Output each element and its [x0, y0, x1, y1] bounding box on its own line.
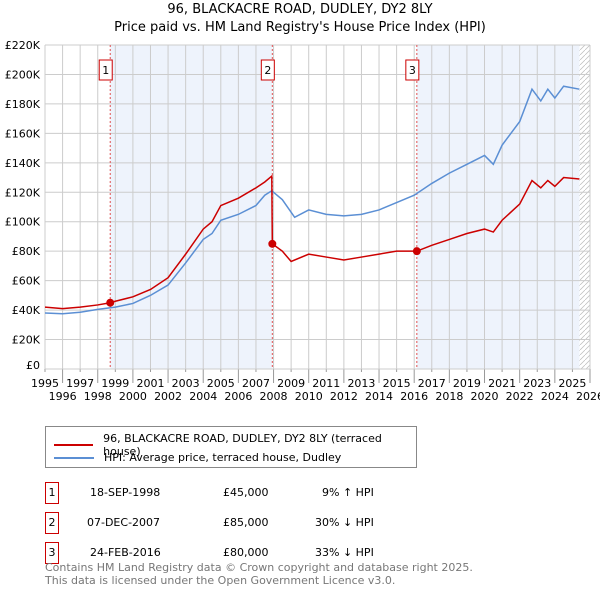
y-tick-label: £160K: [5, 127, 41, 140]
y-tick-label: £40K: [12, 304, 41, 317]
shaded-period: [110, 45, 273, 369]
x-tick-label: 1999: [101, 377, 129, 390]
sale-hpi-diff: 33% ↓ HPI: [315, 546, 374, 559]
x-tick-label: 2008: [260, 390, 288, 403]
x-tick-label: 2019: [453, 377, 481, 390]
sale-hpi-diff: 9% ↑ HPI: [322, 486, 374, 499]
legend-label-hpi: HPI: Average price, terraced house, Dudl…: [104, 451, 342, 464]
x-tick-label: 1998: [84, 390, 112, 403]
hpi-line: [44, 85, 580, 315]
y-tick-label: £60K: [12, 275, 41, 288]
legend: 96, BLACKACRE ROAD, DUDLEY, DY2 8LY (ter…: [45, 426, 417, 468]
sale-marker-label: 3: [409, 64, 416, 77]
sale-marker-label: 2: [45, 512, 59, 534]
x-tick-label: 2020: [471, 390, 499, 403]
x-tick-label: 2006: [224, 390, 252, 403]
legend-swatch-property: [54, 444, 94, 446]
x-tick-label: 2003: [172, 377, 200, 390]
chart-subtitle: Price paid vs. HM Land Registry's House …: [114, 20, 486, 35]
y-tick-label: £220K: [5, 39, 41, 52]
x-tick-label: 1997: [66, 377, 94, 390]
sale-point: [106, 298, 115, 307]
sale-marker-label: 1: [45, 482, 59, 504]
y-tick-label: £120K: [5, 186, 41, 199]
y-tick-label: £20K: [12, 334, 41, 347]
x-tick-label: 2005: [207, 377, 235, 390]
x-tick-label: 2026: [576, 390, 600, 403]
sale-hpi-diff: 30% ↓ HPI: [315, 516, 374, 529]
y-tick-label: £80K: [12, 245, 41, 258]
x-tick-label: 2023: [523, 377, 551, 390]
x-tick-label: 2025: [558, 377, 586, 390]
sale-row: 2 07-DEC-2007 £85,000 30% ↓ HPI: [45, 512, 445, 534]
x-tick-label: 2013: [347, 377, 375, 390]
x-tick-label: 2014: [365, 390, 393, 403]
sale-marker-box: [260, 59, 275, 81]
sale-point: [412, 247, 421, 256]
sale-marker-box: [98, 59, 113, 81]
y-tick-label: £100K: [5, 216, 41, 229]
sale-date: 18-SEP-1998: [90, 486, 161, 499]
future-hatch: [579, 45, 590, 369]
x-tick-label: 2007: [242, 377, 270, 390]
x-tick-label: 2002: [154, 390, 182, 403]
sale-marker-label: 2: [264, 64, 271, 77]
sale-marker-label: 3: [45, 542, 59, 564]
legend-label-property: 96, BLACKACRE ROAD, DUDLEY, DY2 8LY (ter…: [103, 432, 382, 458]
x-tick-label: 2001: [136, 377, 164, 390]
footer: Contains HM Land Registry data © Crown c…: [45, 561, 473, 587]
y-tick-label: £0: [26, 359, 40, 372]
sale-marker-label: 1: [102, 64, 109, 77]
x-tick-label: 2000: [119, 390, 147, 403]
footer-line-1: Contains HM Land Registry data © Crown c…: [45, 561, 473, 574]
sale-row: 3 24-FEB-2016 £80,000 33% ↓ HPI: [45, 542, 445, 564]
sale-point: [268, 239, 277, 248]
x-tick-label: 2016: [400, 390, 428, 403]
legend-swatch-hpi: [54, 456, 94, 459]
x-tick-label: 1996: [49, 390, 77, 403]
x-tick-label: 2010: [295, 390, 323, 403]
x-tick-label: 2015: [383, 377, 411, 390]
sale-price: £45,000: [223, 486, 269, 499]
x-tick-label: 2024: [541, 390, 569, 403]
sale-marker-box: [405, 59, 420, 81]
x-tick-label: 2009: [277, 377, 305, 390]
sale-price: £80,000: [223, 546, 269, 559]
x-tick-label: 2012: [330, 390, 358, 403]
property-price-line: [44, 174, 580, 310]
x-tick-label: 1995: [31, 377, 59, 390]
y-tick-label: £140K: [5, 157, 41, 170]
x-tick-label: 2017: [418, 377, 446, 390]
x-tick-label: 2021: [488, 377, 516, 390]
x-tick-label: 2022: [506, 390, 534, 403]
chart-title: 96, BLACKACRE ROAD, DUDLEY, DY2 8LY: [167, 2, 433, 17]
y-tick-label: £200K: [5, 68, 41, 81]
sale-price: £85,000: [223, 516, 269, 529]
sale-row: 1 18-SEP-1998 £45,000 9% ↑ HPI: [45, 482, 445, 504]
sale-date: 07-DEC-2007: [87, 516, 161, 529]
x-tick-label: 2004: [189, 390, 217, 403]
footer-line-2: This data is licensed under the Open Gov…: [45, 574, 396, 587]
plot-area: 1995199619971998199920002001200220032004…: [5, 39, 600, 403]
y-tick-label: £180K: [5, 98, 41, 111]
x-tick-label: 2018: [435, 390, 463, 403]
shaded-period: [416, 45, 580, 369]
sale-date: 24-FEB-2016: [90, 546, 161, 559]
x-tick-label: 2011: [312, 377, 340, 390]
